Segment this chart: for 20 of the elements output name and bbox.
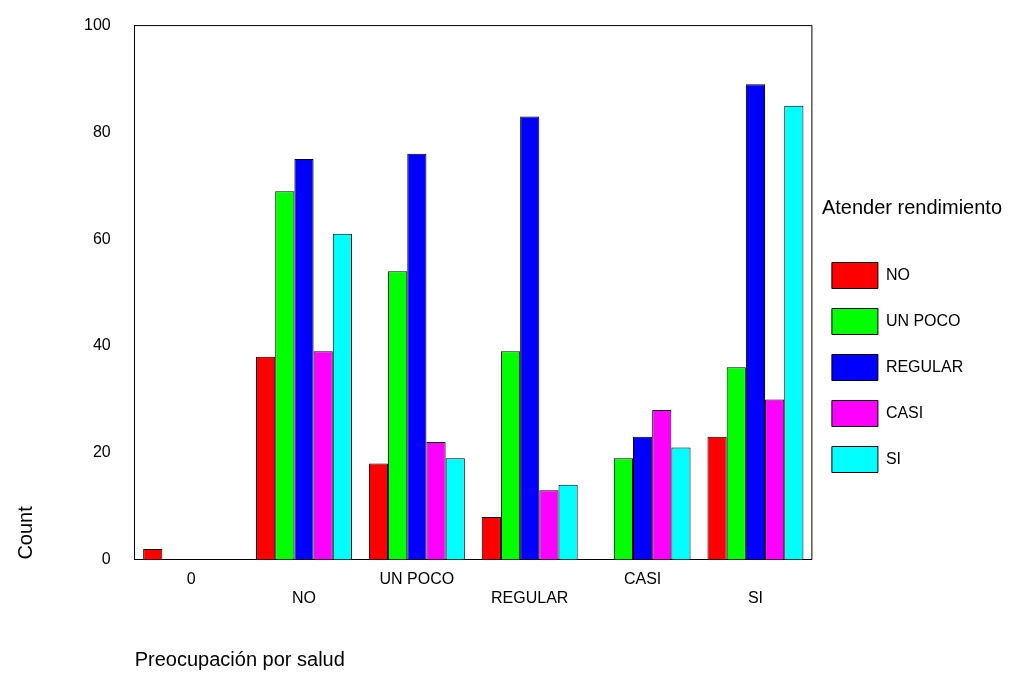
legend-title: Atender rendimiento bbox=[821, 196, 1002, 219]
legend-label: CASI bbox=[885, 403, 924, 421]
x-axis-title: Preocupación por salud bbox=[134, 647, 345, 670]
y-tick-label: 0 bbox=[101, 550, 111, 568]
x-tick-label: REGULAR bbox=[491, 588, 569, 606]
legend-label: UN POCO bbox=[885, 311, 961, 329]
x-tick-label: CASI bbox=[623, 569, 662, 587]
x-tick-label: 0 bbox=[186, 569, 196, 587]
legend-label: SI bbox=[885, 449, 902, 467]
y-tick-label: 60 bbox=[92, 229, 111, 247]
y-tick-label: 20 bbox=[92, 443, 111, 461]
legend-label: REGULAR bbox=[885, 357, 964, 375]
x-tick-label: NO bbox=[291, 588, 316, 606]
x-tick-label: SI bbox=[747, 588, 764, 606]
x-tick-label: UN POCO bbox=[379, 569, 455, 587]
legend-label: NO bbox=[885, 265, 910, 283]
y-tick-label: 100 bbox=[83, 16, 111, 34]
y-axis-title: Count bbox=[13, 505, 36, 560]
y-tick-label: 40 bbox=[92, 336, 111, 354]
y-tick-label: 80 bbox=[92, 122, 111, 140]
